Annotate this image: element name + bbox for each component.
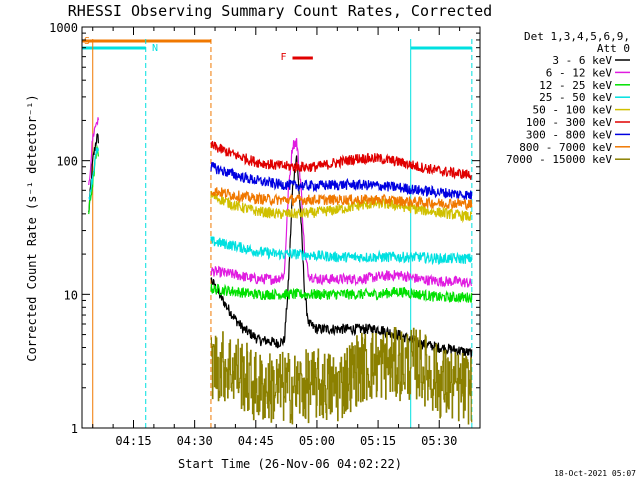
footer-date: 18-Oct-2021 05:07 xyxy=(554,469,636,478)
series-line xyxy=(210,138,473,288)
y-tick-label: 100 xyxy=(56,155,78,169)
x-axis: 04:15 04:30 04:45 05:00 05:15 05:30 xyxy=(92,27,481,448)
series-line xyxy=(210,187,473,211)
series-line xyxy=(210,155,473,359)
legend-header: Det 1,3,4,5,6,9, xyxy=(524,30,630,43)
legend-header: Att 0 xyxy=(597,42,630,55)
x-tick-label: 05:30 xyxy=(421,434,457,448)
y-axis: 1 10 100 1000 xyxy=(49,21,480,436)
series-layer xyxy=(88,117,473,425)
legend-entry-label: 100 - 300 keV xyxy=(526,116,612,129)
series-line xyxy=(210,190,473,224)
legend-entry-label: 6 - 12 keV xyxy=(546,66,613,79)
series-line xyxy=(88,117,99,186)
series-line xyxy=(88,133,99,213)
chart-title: RHESSI Observing Summary Count Rates, Co… xyxy=(68,2,492,20)
legend-entry-label: 7000 - 15000 keV xyxy=(506,153,612,166)
series-line xyxy=(88,147,99,201)
observing-bar-label: S xyxy=(84,36,90,47)
legend-entry-label: 300 - 800 keV xyxy=(526,128,612,141)
y-tick-label: 10 xyxy=(64,288,78,302)
legend-entry-label: 50 - 100 keV xyxy=(533,104,613,117)
plot-frame xyxy=(81,26,481,429)
x-tick-label: 04:45 xyxy=(238,434,274,448)
x-tick-label: 05:15 xyxy=(360,434,396,448)
series-line xyxy=(210,141,473,180)
legend-entry-label: 12 - 25 keV xyxy=(539,79,612,92)
x-tick-label: 04:30 xyxy=(177,434,213,448)
y-axis-label: Corrected Count Rate (s⁻¹ detector⁻¹) xyxy=(25,94,39,361)
legend-entry-label: 25 - 50 keV xyxy=(539,91,612,104)
y-tick-label: 1 xyxy=(71,422,78,436)
x-tick-label: 05:00 xyxy=(299,434,335,448)
y-tick-label: 1000 xyxy=(49,21,78,35)
series-line xyxy=(210,283,473,304)
bars-layer: S N F xyxy=(82,36,472,63)
legend-entry-label: 3 - 6 keV xyxy=(552,54,612,67)
vertical-lines-layer xyxy=(92,39,473,428)
series-line xyxy=(210,161,473,200)
x-tick-label: 04:15 xyxy=(115,434,151,448)
legend-entry-label: 800 - 7000 keV xyxy=(519,141,612,154)
observing-bar-label: F xyxy=(280,52,286,63)
series-line xyxy=(210,327,473,425)
x-axis-label: Start Time (26-Nov-06 04:02:22) xyxy=(178,457,402,471)
series-line xyxy=(88,145,99,215)
observing-bar-label: N xyxy=(152,43,158,54)
series-line xyxy=(210,236,473,266)
